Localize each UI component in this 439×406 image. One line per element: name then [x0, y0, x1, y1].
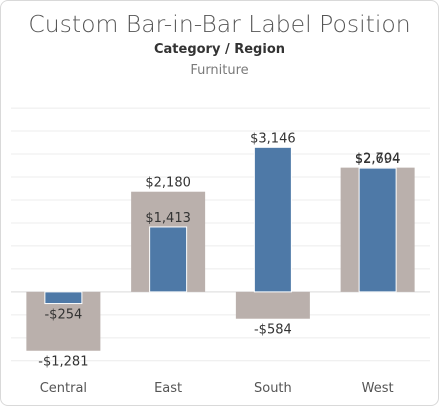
category-label-central: Central: [40, 381, 87, 396]
outer-label-west: $2,704: [355, 152, 401, 167]
outer-bar-south: [235, 291, 310, 319]
inner-bar-east: [149, 226, 188, 293]
category-label-west: West: [362, 381, 394, 396]
inner-label-west: $2,694: [355, 152, 401, 167]
category-label-south: South: [254, 381, 292, 396]
inner-label-south: $3,146: [250, 131, 296, 146]
chart-title: Custom Bar-in-Bar Label Position: [28, 10, 411, 38]
outer-label-east: $2,180: [145, 176, 191, 191]
outer-label-south: -$584: [254, 323, 292, 338]
category-label-east: East: [154, 381, 182, 396]
inner-label-east: $1,413: [145, 211, 191, 226]
inner-bar-central: [44, 291, 83, 305]
chart-subtitle: Category / Region: [153, 42, 286, 57]
column-header: Furniture: [190, 63, 249, 78]
inner-bar-west: [358, 167, 397, 293]
outer-label-central: -$1,281: [38, 355, 88, 370]
inner-bar-south: [253, 146, 292, 293]
inner-label-central: -$254: [44, 308, 82, 323]
